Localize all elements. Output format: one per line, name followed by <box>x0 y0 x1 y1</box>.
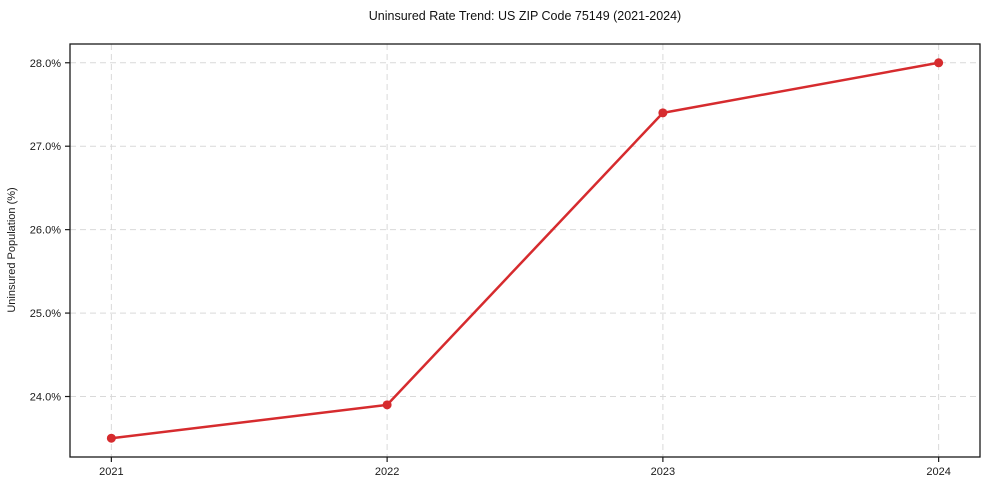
x-tick-label: 2023 <box>651 466 675 478</box>
y-tick-label: 26.0% <box>30 225 61 237</box>
series-layer <box>106 58 944 443</box>
trend-line <box>110 61 940 440</box>
data-point-2024 <box>934 58 944 68</box>
data-point-2022 <box>382 400 392 410</box>
grid-layer <box>70 44 980 457</box>
x-tick-label: 2021 <box>99 466 123 478</box>
data-point-2023 <box>658 108 668 118</box>
x-tick-label: 2024 <box>926 466 950 478</box>
y-axis-label: Uninsured Population (%) <box>6 187 18 312</box>
chart-title: Uninsured Rate Trend: US ZIP Code 75149 … <box>369 9 681 23</box>
y-tick-label: 24.0% <box>30 392 61 404</box>
y-tick-label: 28.0% <box>30 58 61 70</box>
axis-layer: 24.0% 25.0% 26.0% 27.0% 28.0% 2021 2022 2023 202… <box>30 43 981 478</box>
plot-border <box>69 43 981 458</box>
x-tick-label: 2022 <box>375 466 399 478</box>
y-tick-label: 27.0% <box>30 141 61 153</box>
y-tick-label: 25.0% <box>30 308 61 320</box>
data-point-2021 <box>106 433 116 443</box>
